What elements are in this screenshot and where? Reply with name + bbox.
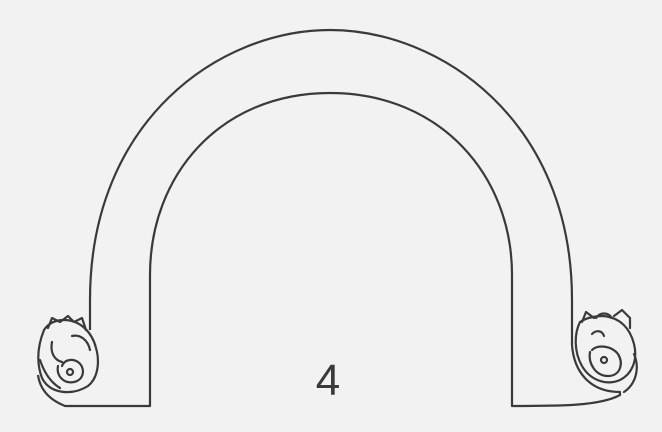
right-animal-head: [574, 308, 638, 394]
left-animal-head: [37, 314, 99, 394]
arch-band: [36, 28, 622, 408]
figure-number-label: 4: [315, 356, 341, 405]
